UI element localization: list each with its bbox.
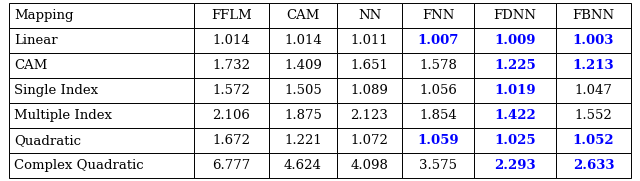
Text: FFLM: FFLM — [211, 9, 252, 22]
Bar — [474, 153, 556, 178]
Text: NN: NN — [358, 9, 381, 22]
Bar — [402, 3, 474, 28]
Text: Single Index: Single Index — [14, 84, 98, 97]
Bar — [9, 103, 194, 128]
Bar — [474, 78, 556, 103]
Bar — [194, 3, 269, 28]
Bar — [337, 28, 402, 53]
Text: CAM: CAM — [286, 9, 320, 22]
Bar — [474, 53, 556, 78]
Bar — [474, 28, 556, 53]
Text: 1.047: 1.047 — [575, 84, 612, 97]
Text: 6.777: 6.777 — [212, 159, 251, 172]
Bar — [337, 128, 402, 153]
Bar — [9, 28, 194, 53]
Text: 1.422: 1.422 — [494, 109, 536, 122]
Text: 1.072: 1.072 — [351, 134, 388, 147]
Text: 2.293: 2.293 — [494, 159, 536, 172]
Bar — [556, 28, 631, 53]
Bar — [9, 3, 194, 28]
Bar — [556, 3, 631, 28]
Bar — [402, 53, 474, 78]
Text: 1.056: 1.056 — [419, 84, 457, 97]
Text: 1.651: 1.651 — [351, 59, 388, 72]
Bar — [337, 103, 402, 128]
Bar — [269, 28, 337, 53]
Bar — [269, 3, 337, 28]
Text: Linear: Linear — [14, 34, 58, 47]
Text: 4.624: 4.624 — [284, 159, 322, 172]
Bar — [269, 78, 337, 103]
Text: 1.052: 1.052 — [573, 134, 614, 147]
Text: 1.672: 1.672 — [212, 134, 250, 147]
Bar — [9, 78, 194, 103]
Bar — [337, 3, 402, 28]
Text: FNN: FNN — [422, 9, 454, 22]
Text: 1.875: 1.875 — [284, 109, 322, 122]
Text: 1.019: 1.019 — [494, 84, 536, 97]
Bar — [269, 153, 337, 178]
Bar — [194, 153, 269, 178]
Bar — [556, 153, 631, 178]
Bar — [269, 128, 337, 153]
Text: 1.025: 1.025 — [494, 134, 536, 147]
Text: 1.854: 1.854 — [419, 109, 457, 122]
Text: 1.014: 1.014 — [212, 34, 250, 47]
Bar — [402, 153, 474, 178]
Text: 2.106: 2.106 — [212, 109, 250, 122]
Text: 1.003: 1.003 — [573, 34, 614, 47]
Text: 1.578: 1.578 — [419, 59, 457, 72]
Bar — [337, 53, 402, 78]
Bar — [402, 128, 474, 153]
Text: FBNN: FBNN — [572, 9, 614, 22]
Text: 1.572: 1.572 — [212, 84, 250, 97]
Bar — [474, 3, 556, 28]
Text: 3.575: 3.575 — [419, 159, 457, 172]
Bar — [474, 103, 556, 128]
Text: CAM: CAM — [14, 59, 47, 72]
Text: 1.221: 1.221 — [284, 134, 322, 147]
Text: 1.089: 1.089 — [351, 84, 388, 97]
Text: 1.011: 1.011 — [351, 34, 388, 47]
Bar — [556, 78, 631, 103]
Text: 1.225: 1.225 — [494, 59, 536, 72]
Bar — [402, 103, 474, 128]
Text: 1.007: 1.007 — [417, 34, 459, 47]
Bar — [269, 53, 337, 78]
Bar — [194, 78, 269, 103]
Bar — [402, 28, 474, 53]
Text: 1.014: 1.014 — [284, 34, 322, 47]
Text: 2.123: 2.123 — [351, 109, 388, 122]
Bar — [9, 153, 194, 178]
Bar — [194, 128, 269, 153]
Bar — [9, 128, 194, 153]
Text: 1.213: 1.213 — [573, 59, 614, 72]
Text: FDNN: FDNN — [493, 9, 536, 22]
Text: 4.098: 4.098 — [351, 159, 388, 172]
Text: Mapping: Mapping — [14, 9, 74, 22]
Text: 1.009: 1.009 — [494, 34, 536, 47]
Bar — [337, 78, 402, 103]
Text: 1.059: 1.059 — [417, 134, 459, 147]
Bar — [337, 153, 402, 178]
Text: Complex Quadratic: Complex Quadratic — [14, 159, 143, 172]
Bar — [402, 78, 474, 103]
Bar — [194, 28, 269, 53]
Bar — [556, 103, 631, 128]
Text: 1.732: 1.732 — [212, 59, 250, 72]
Bar — [194, 53, 269, 78]
Bar — [556, 128, 631, 153]
Bar — [269, 103, 337, 128]
Text: 1.505: 1.505 — [284, 84, 322, 97]
Text: 1.409: 1.409 — [284, 59, 322, 72]
Text: Multiple Index: Multiple Index — [14, 109, 112, 122]
Text: 2.633: 2.633 — [573, 159, 614, 172]
Bar — [474, 128, 556, 153]
Text: Quadratic: Quadratic — [14, 134, 81, 147]
Bar — [194, 103, 269, 128]
Bar — [556, 53, 631, 78]
Text: 1.552: 1.552 — [575, 109, 612, 122]
Bar — [9, 53, 194, 78]
